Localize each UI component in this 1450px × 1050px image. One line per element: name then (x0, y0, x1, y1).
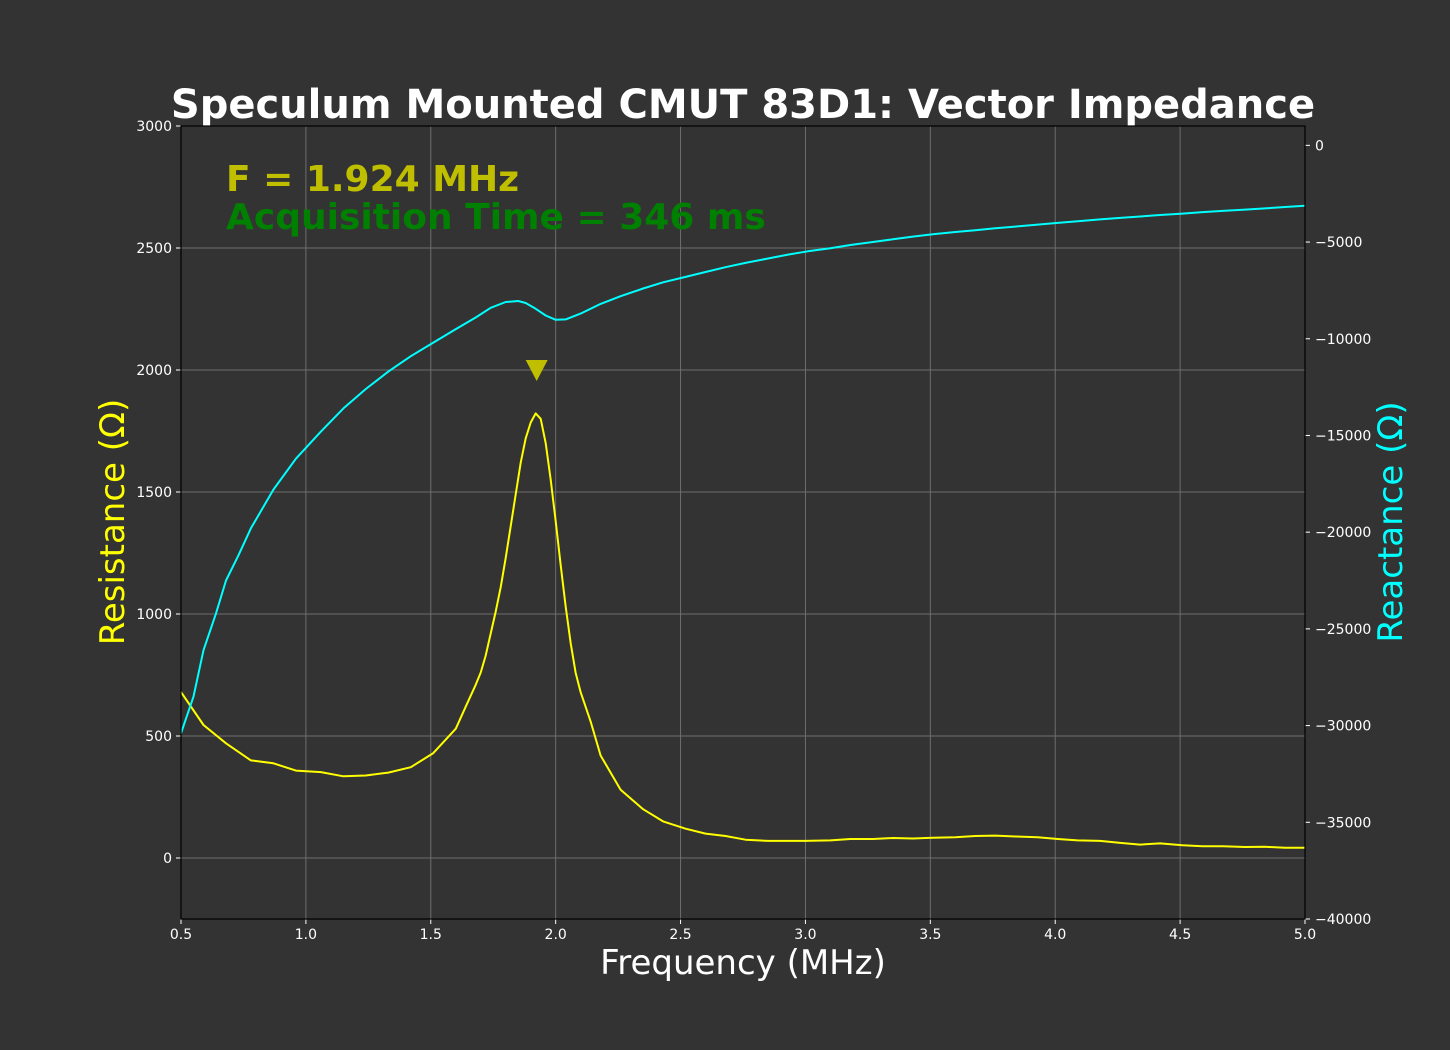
reactance-tick-label: −5000 (1315, 235, 1362, 251)
resistance-line (180, 412, 1305, 849)
reactance-tick-label: −40000 (1315, 912, 1371, 928)
reactance-tick-label: 0 (1315, 138, 1324, 154)
marker-layer (525, 360, 548, 381)
x-tick-label: 2.5 (669, 927, 691, 943)
resonance-marker (525, 360, 548, 381)
reactance-tick-label: −10000 (1315, 332, 1371, 348)
reactance-tick-label: −20000 (1315, 525, 1371, 541)
resistance-tick-label: 2500 (136, 241, 172, 257)
x-tick-label: 3.5 (919, 927, 941, 943)
resistance-axis-ticks: 0 500 1000 1500 2000 2500 3000 (136, 119, 181, 867)
acquisition-time-annotation: Acquisition Time = 346 ms (226, 197, 766, 238)
reactance-line (180, 204, 1306, 734)
reactance-tick-label: −15000 (1315, 428, 1371, 444)
x-tick-label: 3.0 (794, 927, 816, 943)
x-tick-label: 2.0 (545, 927, 567, 943)
resistance-axis-title: Resistance (Ω) (93, 399, 133, 646)
x-tick-label: 1.0 (295, 927, 317, 943)
resistance-tick-label: 2000 (136, 363, 172, 379)
resistance-tick-label: 500 (145, 729, 172, 745)
reactance-axis-title: Reactance (Ω) (1371, 401, 1411, 642)
series-layer (180, 204, 1306, 849)
x-tick-label: 0.5 (170, 927, 192, 943)
resistance-tick-label: 0 (163, 851, 172, 867)
reactance-tick-label: −30000 (1315, 719, 1371, 735)
chart-title: Speculum Mounted CMUT 83D1: Vector Imped… (171, 82, 1315, 128)
x-axis-title: Frequency (MHz) (600, 943, 886, 983)
reactance-axis-ticks: 0 −5000 −10000 −15000 −20000 −25000 −30000 −350… (1305, 138, 1371, 928)
resistance-tick-label: 1500 (136, 485, 172, 501)
x-tick-label: 4.5 (1169, 927, 1191, 943)
frequency-annotation: F = 1.924 MHz (226, 159, 519, 200)
x-tick-label: 4.0 (1044, 927, 1066, 943)
resistance-tick-label: 3000 (136, 119, 172, 135)
plot-frame (180, 125, 1306, 920)
x-axis-ticks: 0.5 1.0 1.5 2.0 2.5 3.0 3.5 4.0 4.5 5.0 (170, 919, 1316, 943)
reactance-tick-label: −35000 (1315, 815, 1371, 831)
x-tick-label: 1.5 (420, 927, 442, 943)
reactance-tick-label: −25000 (1315, 622, 1371, 638)
x-tick-label: 5.0 (1294, 927, 1316, 943)
resistance-tick-label: 1000 (136, 607, 172, 623)
